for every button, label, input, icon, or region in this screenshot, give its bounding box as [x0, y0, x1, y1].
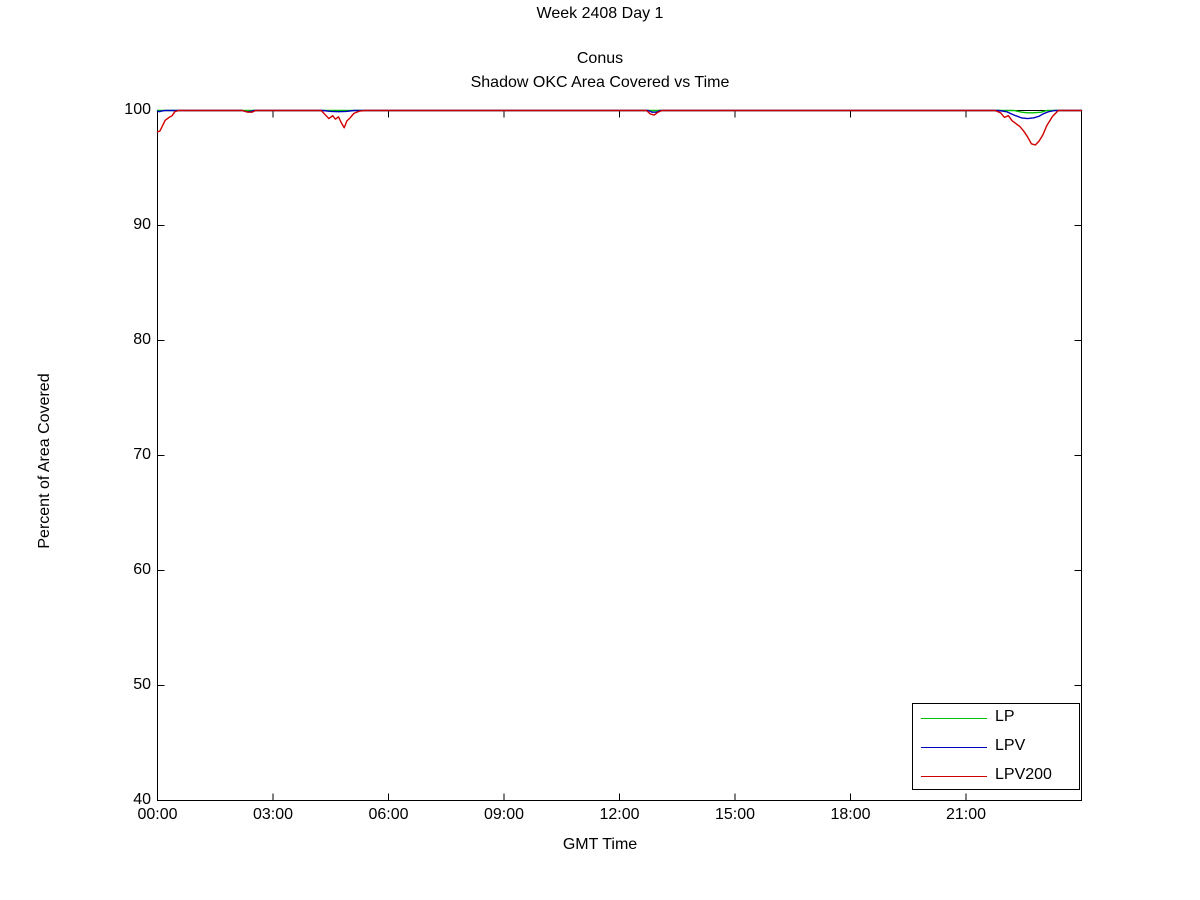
chart-title-line-2: Shadow OKC Area Covered vs Time: [470, 74, 730, 91]
legend-swatch-lpv200: [921, 776, 987, 777]
y-tick-label: 80: [133, 330, 151, 348]
legend-item-lp[interactable]: LP: [913, 704, 1081, 733]
legend-item-lpv[interactable]: LPV: [913, 733, 1081, 762]
x-tick-label: 00:00: [137, 806, 178, 823]
axis-ticks: [157, 110, 1082, 801]
y-tick-label: 100: [124, 100, 151, 118]
x-tick-label: 21:00: [945, 806, 987, 823]
y-tick-label: 40: [133, 790, 151, 808]
x-tick-label: 15:00: [714, 806, 756, 823]
legend-item-lpv200[interactable]: LPV200: [913, 762, 1081, 791]
legend-swatch-lpv: [921, 747, 987, 748]
chart-title-line-1: Conus: [576, 50, 624, 67]
legend-swatch-lp: [921, 718, 987, 719]
x-tick-label: 12:00: [599, 806, 640, 823]
y-tick-label: 60: [133, 560, 151, 578]
x-axis-label: GMT Time: [562, 836, 638, 853]
x-tick-label: 09:00: [483, 806, 525, 823]
x-tick-label: 03:00: [252, 806, 294, 823]
y-tick-label: 90: [133, 215, 151, 233]
series-line-lpv200: [156, 109, 1083, 146]
x-tick-label: 06:00: [368, 806, 409, 823]
legend-label: LPV200: [995, 766, 1052, 783]
x-tick-label: 18:00: [830, 806, 871, 823]
y-tick-label: 70: [133, 445, 151, 463]
legend[interactable]: LP LPV LPV200: [912, 703, 1080, 790]
data-series-group: [156, 109, 1083, 146]
legend-label: LP: [995, 708, 1015, 725]
figure-supertitle: Week 2408 Day 1: [536, 5, 664, 22]
legend-label: LPV: [995, 737, 1026, 754]
axes-frame: [157, 110, 1082, 801]
series-line-lp: [156, 109, 1083, 114]
y-tick-label: 50: [133, 675, 151, 693]
